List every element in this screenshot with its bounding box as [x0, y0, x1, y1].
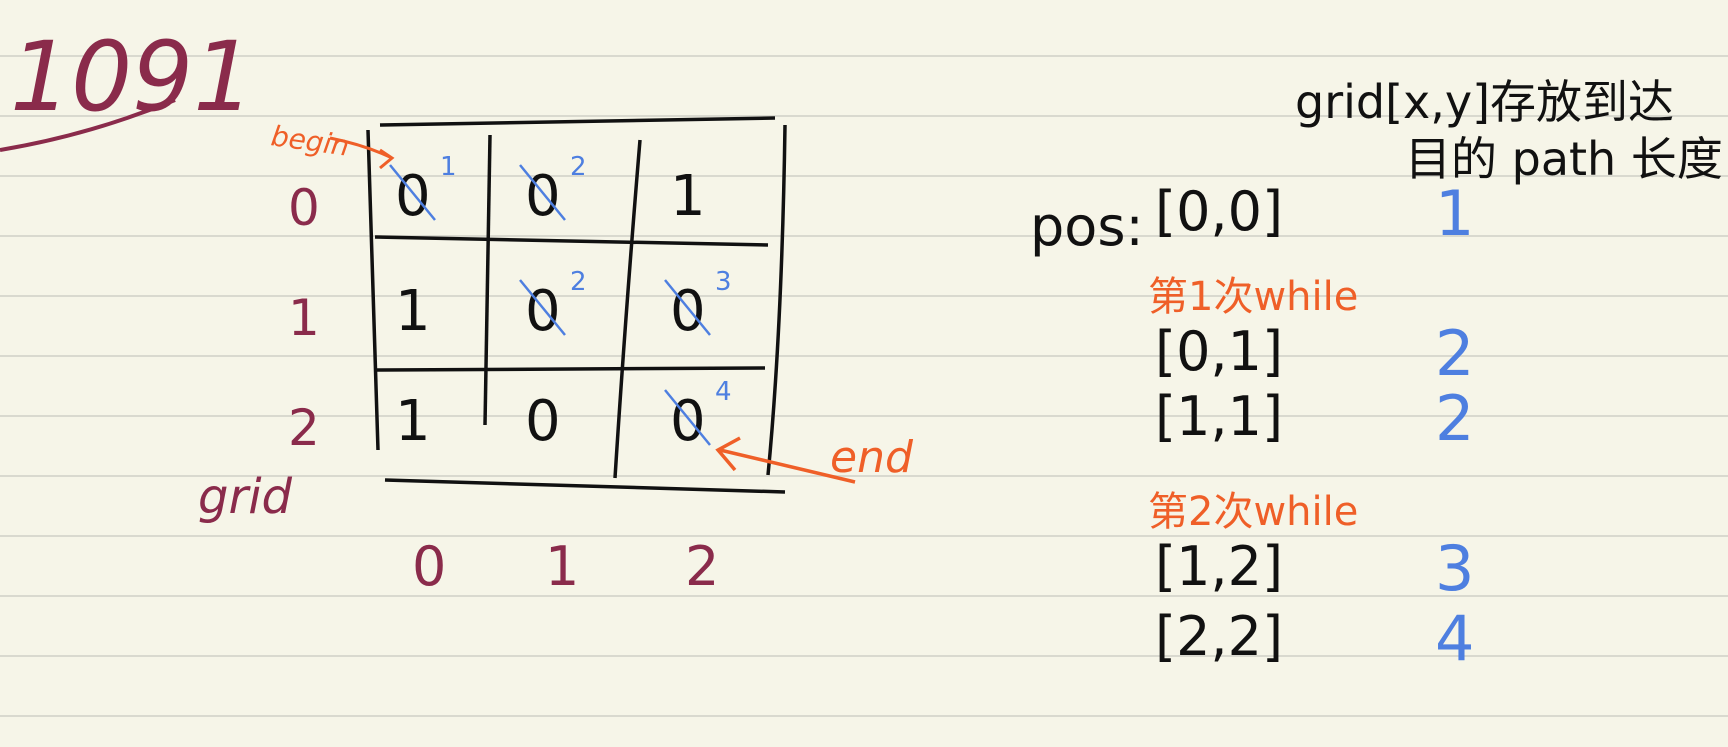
pos-label: pos:	[1030, 195, 1144, 258]
grid-cell-value: 0	[525, 279, 561, 344]
pos-list: [0,0] 1 第1次while[0,1] 2 [1,1] 2 第2次while[1,2] 3…	[1148, 177, 1474, 675]
grid-table	[366, 116, 787, 494]
grid-cell-value: 0	[395, 164, 431, 229]
row-label: 0	[288, 179, 320, 237]
grid-cell-value: 0	[670, 389, 706, 454]
grid-cell-value: 1	[395, 279, 431, 344]
while-caption: 第1次while	[1148, 274, 1358, 320]
path-step-number: 1	[440, 152, 457, 182]
pos-entry: [2,2]	[1155, 605, 1283, 668]
col-label: 1	[545, 535, 579, 598]
grid-cells: 0 1 0 2 11 0 2 0 31 0 0 4	[389, 152, 732, 454]
grid-cell-value: 1	[670, 164, 706, 229]
path-step-number: 3	[715, 267, 732, 297]
grid-cell-value: 0	[670, 279, 706, 344]
grid-label: grid	[198, 469, 293, 525]
while-caption: 第2次while	[1148, 489, 1358, 535]
path-length-value: 4	[1435, 602, 1474, 675]
title-underline	[0, 98, 176, 152]
col-label: 2	[685, 535, 719, 598]
cell-strike	[389, 164, 436, 221]
path-step-number: 2	[570, 152, 587, 182]
begin-arrow	[329, 136, 395, 170]
row-labels: 0 1 2	[288, 179, 320, 457]
cell-strike	[519, 164, 566, 221]
row-label: 2	[288, 399, 320, 457]
col-labels: 0 1 2	[412, 535, 719, 598]
path-step-number: 2	[570, 267, 587, 297]
pos-entry: [1,2]	[1155, 535, 1283, 598]
path-length-value: 2	[1435, 382, 1474, 455]
end-label: end	[830, 432, 914, 483]
col-label: 0	[412, 535, 446, 598]
header-line-1: grid[x,y]存放到达	[1295, 75, 1674, 129]
path-length-value: 1	[1435, 177, 1474, 250]
cell-strike	[519, 279, 566, 336]
pos-entry: [1,1]	[1155, 385, 1283, 448]
header-line-2: 目的 path 长度	[1405, 132, 1723, 186]
pos-entry: [0,0]	[1155, 180, 1283, 243]
row-label: 1	[288, 289, 320, 347]
grid-cell-value: 0	[525, 164, 561, 229]
cell-strike	[664, 389, 711, 446]
pos-entry: [0,1]	[1155, 320, 1283, 383]
grid-cell-value: 0	[525, 389, 561, 454]
end-arrow	[715, 436, 856, 484]
path-length-value: 3	[1435, 532, 1474, 605]
path-length-value: 2	[1435, 317, 1474, 390]
path-step-number: 4	[715, 377, 732, 407]
grid-cell-value: 1	[395, 389, 431, 454]
cell-strike	[664, 279, 711, 336]
